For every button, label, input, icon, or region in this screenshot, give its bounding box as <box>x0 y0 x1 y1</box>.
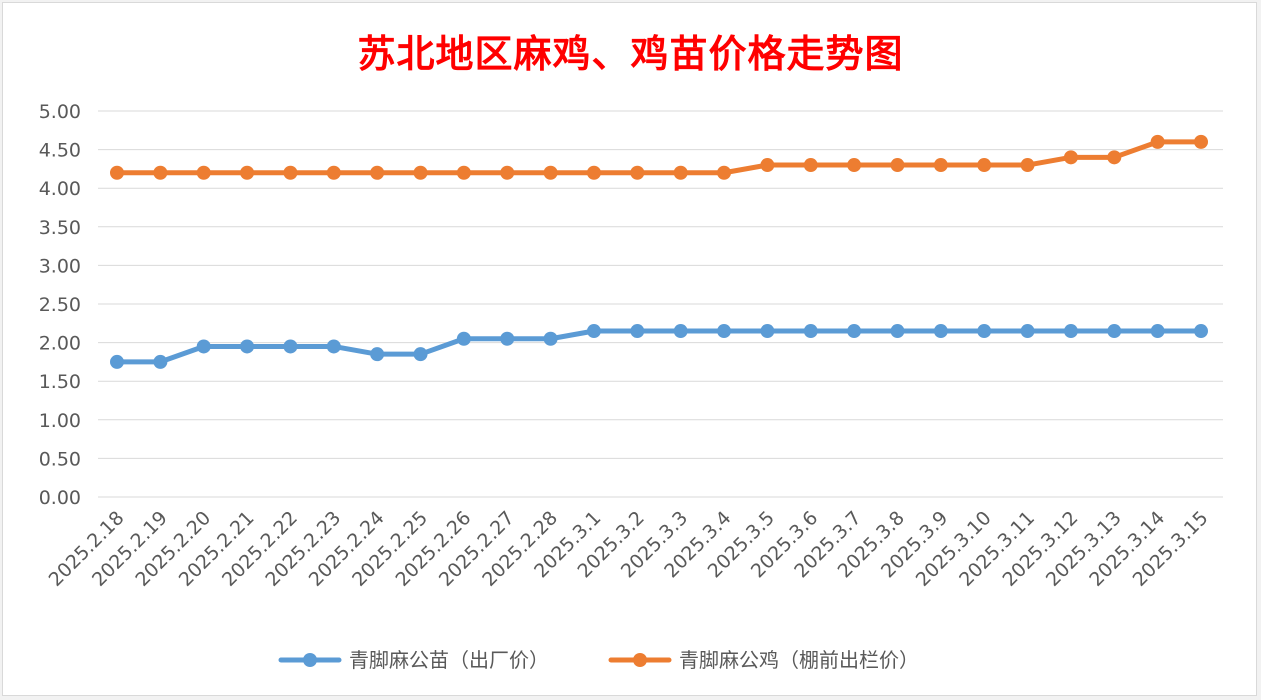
legend-swatch-marker <box>633 653 647 667</box>
series-line-1 <box>114 328 1204 365</box>
data-point <box>630 165 645 180</box>
data-point <box>456 165 471 180</box>
data-point <box>456 331 471 346</box>
legend-swatch-marker <box>303 653 317 667</box>
data-point <box>283 339 298 354</box>
series-line-2 <box>114 139 1204 176</box>
data-point <box>413 347 428 362</box>
data-point <box>630 324 645 339</box>
data-point <box>717 324 732 339</box>
data-point <box>543 331 558 346</box>
y-tick-label: 4.50 <box>39 140 81 162</box>
data-point <box>326 165 341 180</box>
data-point <box>586 165 601 180</box>
data-point <box>1150 134 1165 149</box>
data-point <box>283 165 298 180</box>
data-point <box>890 324 905 339</box>
data-point <box>586 324 601 339</box>
data-point <box>1107 150 1122 165</box>
data-point <box>1107 324 1122 339</box>
data-point <box>977 158 992 173</box>
y-tick-label: 2.50 <box>39 294 81 316</box>
data-point <box>803 158 818 173</box>
data-point <box>1020 158 1035 173</box>
line-chart: 0.00 0.50 1.00 1.50 2.00 2.50 3.00 3.50 4.00 4.50… <box>39 101 1223 672</box>
data-point <box>153 165 168 180</box>
data-point <box>1194 324 1208 339</box>
y-tick-label: 3.00 <box>39 255 81 277</box>
data-point <box>370 347 385 362</box>
data-point <box>110 165 124 180</box>
data-point <box>933 158 948 173</box>
y-tick-label: 5.00 <box>39 101 81 123</box>
data-point <box>847 158 862 173</box>
y-tick-label: 4.00 <box>39 178 81 200</box>
data-point <box>1063 324 1078 339</box>
data-point <box>240 339 255 354</box>
legend-label: 青脚麻公鸡（棚前出栏价） <box>679 648 919 672</box>
data-point <box>933 324 948 339</box>
data-point <box>673 165 688 180</box>
chart-title: 苏北地区麻鸡、鸡苗价格走势图 <box>357 31 904 76</box>
data-point <box>1020 324 1035 339</box>
data-point <box>717 165 732 180</box>
y-tick-label: 3.50 <box>39 217 81 239</box>
data-point <box>196 165 211 180</box>
data-point <box>890 158 905 173</box>
y-tick-label: 2.00 <box>39 333 81 355</box>
data-point <box>760 158 775 173</box>
data-point <box>500 331 515 346</box>
data-point <box>413 165 428 180</box>
y-tick-label: 1.50 <box>39 371 81 393</box>
data-point <box>370 165 385 180</box>
data-point <box>500 165 515 180</box>
data-point <box>1194 134 1208 149</box>
data-point <box>673 324 688 339</box>
data-point <box>326 339 341 354</box>
data-point <box>110 354 124 369</box>
data-point <box>153 354 168 369</box>
legend-label: 青脚麻公苗（出厂价） <box>349 648 549 672</box>
data-point <box>543 165 558 180</box>
y-tick-label: 0.50 <box>39 448 81 470</box>
data-point <box>803 324 818 339</box>
y-tick-label: 0.00 <box>39 487 81 509</box>
y-tick-label: 1.00 <box>39 410 81 432</box>
data-point <box>977 324 992 339</box>
data-point <box>1063 150 1078 165</box>
data-point <box>240 165 255 180</box>
data-point <box>196 339 211 354</box>
data-point <box>847 324 862 339</box>
data-point <box>1150 324 1165 339</box>
data-point <box>760 324 775 339</box>
